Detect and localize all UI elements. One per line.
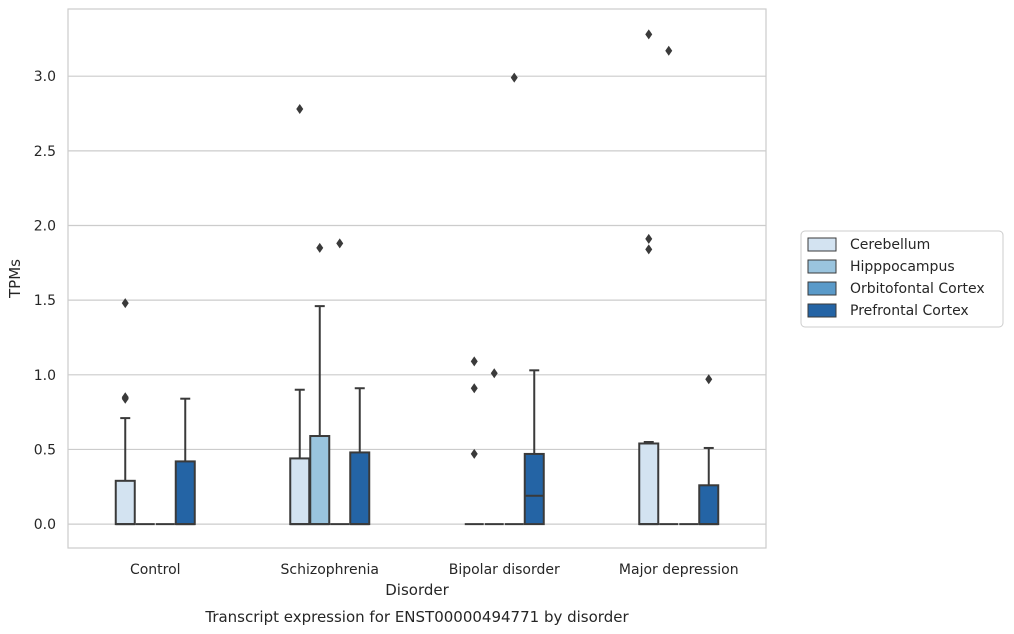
box-hipppocampus (309, 242, 331, 526)
outlier-point (510, 72, 518, 83)
outlier-point (296, 104, 304, 115)
box-prefrontal-cortex (523, 369, 545, 526)
box-prefrontal-cortex (698, 374, 720, 526)
y-tick-label: 3.0 (34, 69, 56, 85)
outlier-point (645, 29, 653, 40)
legend-frame (800, 230, 1004, 328)
y-axis-label: TPMs (6, 259, 24, 299)
outlier-point (316, 242, 324, 253)
box-orbitofontal-cortex (330, 238, 350, 526)
legend-swatch (807, 259, 837, 274)
y-tick-labels: 0.0 0.5 1.0 1.5 2.0 2.5 3.0 (34, 69, 56, 533)
box-orbitofontal-cortex (504, 72, 524, 526)
y-tick-label: 1.5 (34, 293, 56, 309)
box-cerebellum (289, 104, 311, 526)
chart-title: Transcript expression for ENST0000049477… (204, 608, 629, 626)
x-tick-label: Bipolar disorder (449, 562, 560, 578)
y-tick-label: 2.5 (34, 144, 56, 160)
outlier-point (470, 448, 478, 459)
legend-label: Prefrontal Cortex (850, 303, 969, 319)
outlier-point (336, 238, 344, 249)
outlier-point (490, 368, 498, 379)
box-cerebellum (638, 29, 660, 526)
outlier-point (645, 233, 653, 244)
x-axis-label: Disorder (385, 581, 449, 599)
x-tick-labels: Control Schizophrenia Bipolar disorder Majo… (130, 562, 739, 578)
legend-swatch (807, 237, 837, 252)
box-body (638, 442, 660, 526)
outlier-point (665, 45, 673, 56)
y-tick-label: 0.5 (34, 442, 56, 458)
box-body (309, 435, 331, 526)
box-body (289, 457, 311, 526)
outlier-point (470, 383, 478, 394)
x-tick-label: Control (130, 562, 181, 578)
box-body (174, 460, 196, 526)
x-tick-label: Schizophrenia (281, 562, 379, 578)
outlier-point (470, 356, 478, 367)
box-prefrontal-cortex (349, 387, 371, 526)
outlier-point (705, 374, 713, 385)
legend-label: Cerebellum (850, 237, 930, 253)
outlier-point (645, 244, 653, 255)
box-hipppocampus (659, 45, 679, 526)
y-tick-label: 1.0 (34, 368, 56, 384)
box-hipppocampus (484, 368, 504, 526)
legend-label: Orbitofontal Cortex (850, 281, 985, 297)
y-tick-label: 2.0 (34, 218, 56, 234)
box-body (114, 479, 136, 526)
legend-swatch (807, 303, 837, 318)
grid-lines (68, 75, 766, 525)
box-body (523, 452, 545, 526)
box-cerebellum (114, 298, 136, 526)
legend-label: Hipppocampus (850, 259, 955, 275)
plot-frame (67, 8, 767, 549)
box-prefrontal-cortex (174, 397, 196, 526)
y-tick-label: 0.0 (34, 517, 56, 533)
outlier-point (121, 298, 129, 309)
box-cerebellum (464, 356, 484, 526)
x-tick-label: Major depression (619, 562, 739, 578)
box-body (349, 451, 371, 526)
legend-swatch (807, 281, 837, 296)
outlier-point (121, 393, 129, 404)
box-body (698, 484, 720, 526)
legend: Cerebellum Hipppocampus Orbitofontal Corte… (800, 230, 1004, 328)
box-plot-marks (114, 29, 720, 526)
